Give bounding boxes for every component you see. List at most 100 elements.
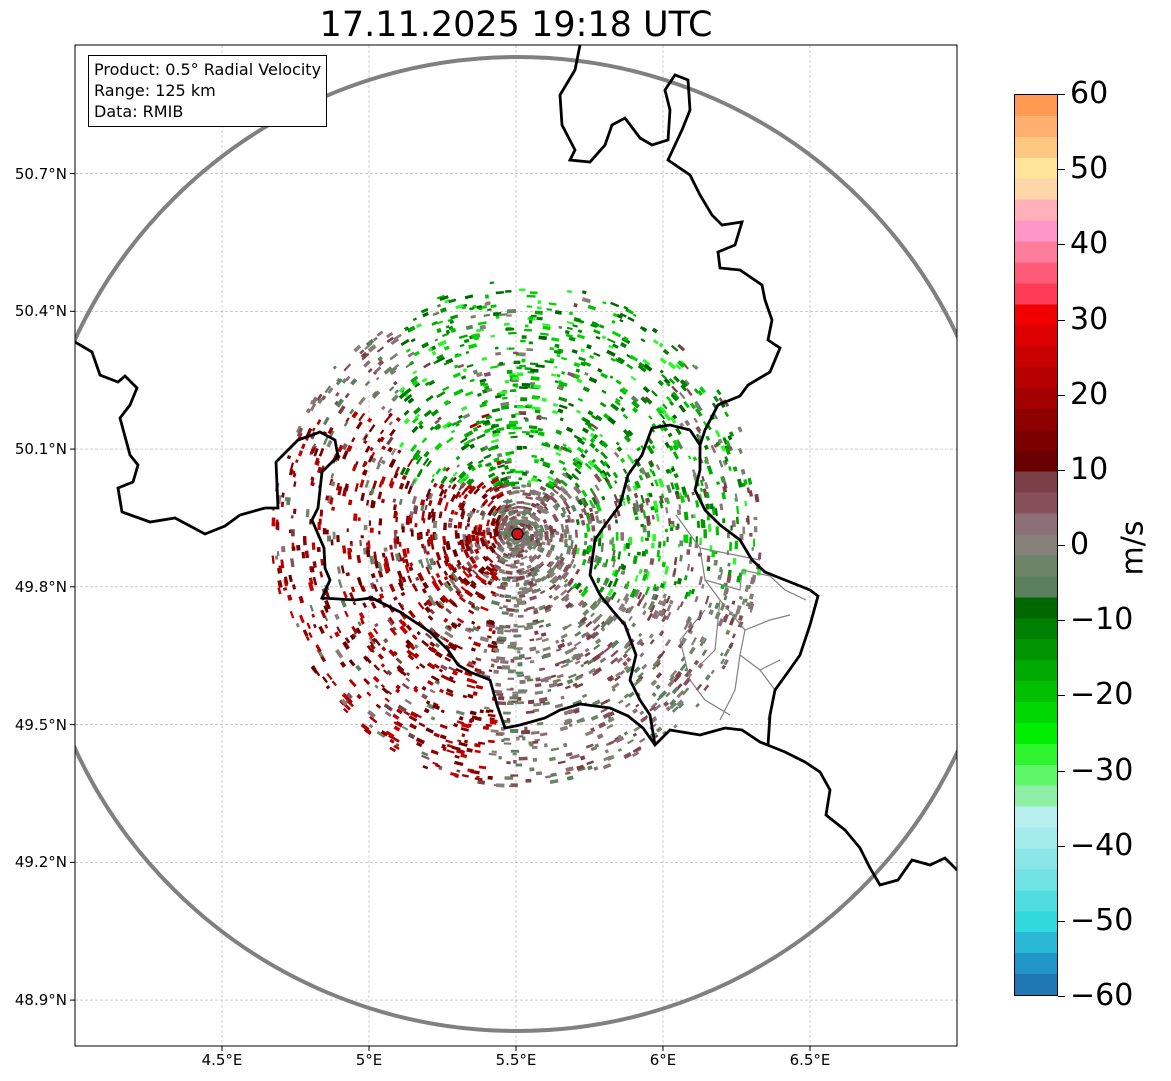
echo-pixel bbox=[673, 724, 678, 729]
echo-pixel bbox=[488, 739, 495, 744]
echo-pixel bbox=[482, 383, 489, 387]
echo-pixel bbox=[533, 384, 541, 389]
echo-pixel bbox=[554, 502, 561, 509]
echo-pixel bbox=[470, 314, 476, 319]
echo-pixel bbox=[549, 347, 555, 351]
echo-pixel bbox=[575, 568, 581, 575]
echo-pixel bbox=[430, 534, 434, 541]
echo-pixel bbox=[409, 562, 413, 567]
echo-pixel bbox=[576, 460, 583, 467]
echo-pixel bbox=[693, 365, 699, 371]
echo-pixel bbox=[410, 338, 416, 343]
echo-pixel bbox=[590, 746, 598, 752]
echo-pixel bbox=[727, 533, 730, 539]
echo-pixel bbox=[690, 637, 697, 646]
echo-pixel bbox=[496, 541, 502, 548]
echo-pixel bbox=[521, 519, 530, 526]
echo-pixel bbox=[665, 692, 671, 698]
echo-pixel bbox=[559, 486, 569, 495]
echo-pixel bbox=[563, 709, 573, 716]
echo-pixel bbox=[633, 502, 640, 513]
echo-pixel bbox=[334, 400, 339, 406]
echo-pixel bbox=[466, 523, 470, 527]
echo-pixel bbox=[594, 447, 600, 453]
echo-pixel bbox=[664, 528, 668, 533]
echo-pixel bbox=[676, 441, 683, 450]
echo-pixel bbox=[520, 397, 528, 402]
echo-pixel bbox=[461, 375, 467, 380]
echo-pixel bbox=[386, 336, 394, 343]
echo-pixel bbox=[491, 630, 496, 635]
echo-pixel bbox=[669, 701, 677, 709]
echo-pixel bbox=[610, 649, 619, 658]
echo-pixel bbox=[330, 473, 335, 479]
echo-pixel bbox=[474, 591, 485, 599]
echo-pixel bbox=[405, 624, 413, 631]
echo-pixel bbox=[528, 554, 539, 564]
echo-pixel bbox=[389, 746, 397, 753]
echo-pixel bbox=[627, 316, 635, 322]
echo-pixel bbox=[455, 667, 464, 674]
echo-pixel bbox=[283, 576, 289, 585]
echo-pixel bbox=[701, 649, 708, 657]
echo-pixel bbox=[472, 563, 479, 570]
echo-pixel bbox=[527, 571, 532, 577]
echo-pixel bbox=[408, 566, 414, 572]
echo-pixel bbox=[634, 574, 639, 582]
echo-pixel bbox=[415, 665, 420, 670]
colorbar-unit-label: m/s bbox=[1115, 520, 1151, 576]
echo-pixel bbox=[464, 525, 468, 531]
echo-pixel bbox=[534, 531, 539, 539]
echo-pixel bbox=[539, 547, 545, 554]
echo-pixel bbox=[344, 637, 351, 644]
echo-pixel bbox=[622, 500, 626, 506]
echo-pixel bbox=[393, 596, 398, 601]
echo-pixel bbox=[531, 395, 539, 400]
range-ring bbox=[75, 55, 957, 1033]
echo-pixel bbox=[720, 652, 724, 657]
echo-pixel bbox=[429, 688, 436, 694]
echo-pixel bbox=[530, 368, 539, 373]
echo-pixel bbox=[655, 513, 660, 522]
echo-pixel bbox=[459, 343, 465, 348]
echo-pixel bbox=[566, 326, 573, 331]
echo-pixel bbox=[699, 636, 705, 644]
echo-pixel bbox=[401, 474, 407, 481]
echo-pixel bbox=[544, 607, 552, 613]
echo-pixel bbox=[344, 483, 349, 491]
echo-pixel bbox=[472, 641, 482, 648]
echo-pixel bbox=[371, 637, 377, 643]
echo-pixel bbox=[461, 722, 470, 729]
echo-pixel bbox=[432, 482, 438, 488]
echo-pixel bbox=[517, 625, 525, 628]
echo-pixel bbox=[526, 678, 534, 682]
echo-pixel bbox=[652, 583, 657, 591]
echo-pixel bbox=[305, 636, 310, 642]
echo-pixel bbox=[563, 583, 568, 588]
echo-pixel bbox=[508, 347, 515, 350]
echo-pixel bbox=[511, 414, 516, 418]
echo-pixel bbox=[398, 578, 403, 584]
echo-pixel bbox=[425, 700, 431, 705]
echo-pixel bbox=[494, 491, 504, 498]
echo-pixel bbox=[553, 444, 560, 450]
echo-pixel bbox=[620, 407, 626, 413]
echo-pixel bbox=[477, 463, 483, 469]
echo-pixel bbox=[388, 616, 395, 625]
echo-pixel bbox=[689, 402, 696, 410]
echo-pixel bbox=[453, 524, 458, 529]
echo-pixel bbox=[410, 479, 416, 487]
echo-pixel bbox=[548, 583, 557, 591]
echo-pixel bbox=[640, 494, 645, 504]
echo-pixel bbox=[652, 658, 661, 668]
echo-pixel bbox=[482, 498, 488, 505]
echo-pixel bbox=[329, 635, 333, 639]
echo-pixel bbox=[433, 663, 440, 669]
echo-pixel bbox=[363, 728, 372, 735]
echo-pixel bbox=[512, 691, 519, 694]
echo-pixel bbox=[447, 625, 452, 630]
echo-pixel bbox=[541, 637, 549, 643]
echo-pixel bbox=[683, 511, 689, 521]
echo-pixel bbox=[484, 302, 491, 306]
echo-pixel bbox=[378, 518, 383, 526]
